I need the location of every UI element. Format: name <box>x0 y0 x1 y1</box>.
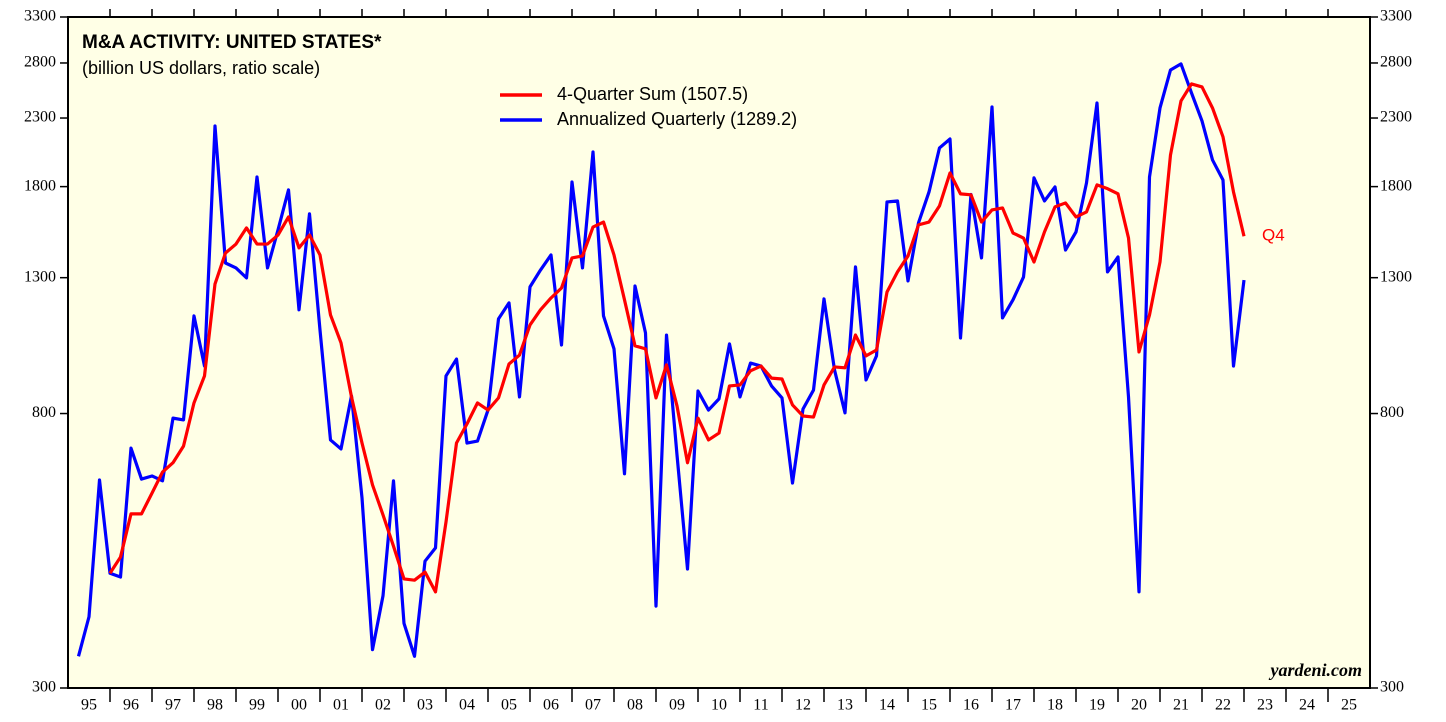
x-tick-label: 20 <box>1131 697 1147 714</box>
x-tick-label: 00 <box>291 697 307 714</box>
x-tick-label: 13 <box>837 697 853 714</box>
x-tick-label: 95 <box>81 697 97 714</box>
source-label: yardeni.com <box>1269 660 1363 680</box>
x-tick-label: 07 <box>585 697 601 714</box>
y-tick-label: 2300 <box>24 109 56 126</box>
y-tick-label: 300 <box>32 679 56 696</box>
chart-subtitle: (billion US dollars, ratio scale) <box>82 58 320 78</box>
x-tick-label: 03 <box>417 697 433 714</box>
x-tick-label: 24 <box>1299 697 1315 714</box>
x-tick-label: 11 <box>753 697 768 714</box>
x-tick-label: 14 <box>879 697 895 714</box>
plot-area <box>68 17 1370 688</box>
x-tick-label: 06 <box>543 697 559 714</box>
x-tick-label: 98 <box>207 697 223 714</box>
x-tick-label: 09 <box>669 697 685 714</box>
x-tick-label: 01 <box>333 697 349 714</box>
x-tick-label: 19 <box>1089 697 1105 714</box>
x-tick-label: 15 <box>921 697 937 714</box>
series-line <box>108 82 1246 594</box>
x-tick-label: 97 <box>165 697 181 714</box>
x-tick-label: 18 <box>1047 697 1063 714</box>
y2-tick-label: 800 <box>1380 404 1404 421</box>
x-tick-label: 05 <box>501 697 517 714</box>
x-tick-label: 23 <box>1257 697 1273 714</box>
y-tick-label: 800 <box>32 404 56 421</box>
x-tick-label: 25 <box>1341 697 1357 714</box>
y2-tick-label: 1300 <box>1380 268 1412 285</box>
x-tick-label: 02 <box>375 697 391 714</box>
x-tick-label: 96 <box>123 697 139 714</box>
end-label: Q4 <box>1262 226 1285 245</box>
x-tick-label: 22 <box>1215 697 1231 714</box>
x-tick-label: 17 <box>1005 697 1021 714</box>
y-tick-label: 1300 <box>24 268 56 285</box>
x-tick-label: 08 <box>627 697 643 714</box>
y2-tick-label: 2300 <box>1380 109 1412 126</box>
chart-title: M&A ACTIVITY: UNITED STATES* <box>82 32 382 53</box>
x-tick-label: 12 <box>795 697 811 714</box>
y-tick-label: 1800 <box>24 177 56 194</box>
y2-tick-label: 2800 <box>1380 54 1412 71</box>
x-tick-label: 04 <box>459 697 475 714</box>
y-tick-label: 3300 <box>24 8 56 25</box>
x-tick-label: 21 <box>1173 697 1189 714</box>
legend-label: 4-Quarter Sum (1507.5) <box>557 84 748 104</box>
y2-tick-label: 1800 <box>1380 177 1412 194</box>
y2-tick-label: 300 <box>1380 679 1404 696</box>
x-tick-label: 16 <box>963 697 979 714</box>
x-tick-label: 10 <box>711 697 727 714</box>
x-tick-label: 99 <box>249 697 265 714</box>
y-tick-label: 2800 <box>24 54 56 71</box>
legend-label: Annualized Quarterly (1289.2) <box>557 109 797 129</box>
series-line <box>76 62 1246 658</box>
y2-tick-label: 3300 <box>1380 8 1412 25</box>
plot-frame <box>67 16 1371 689</box>
